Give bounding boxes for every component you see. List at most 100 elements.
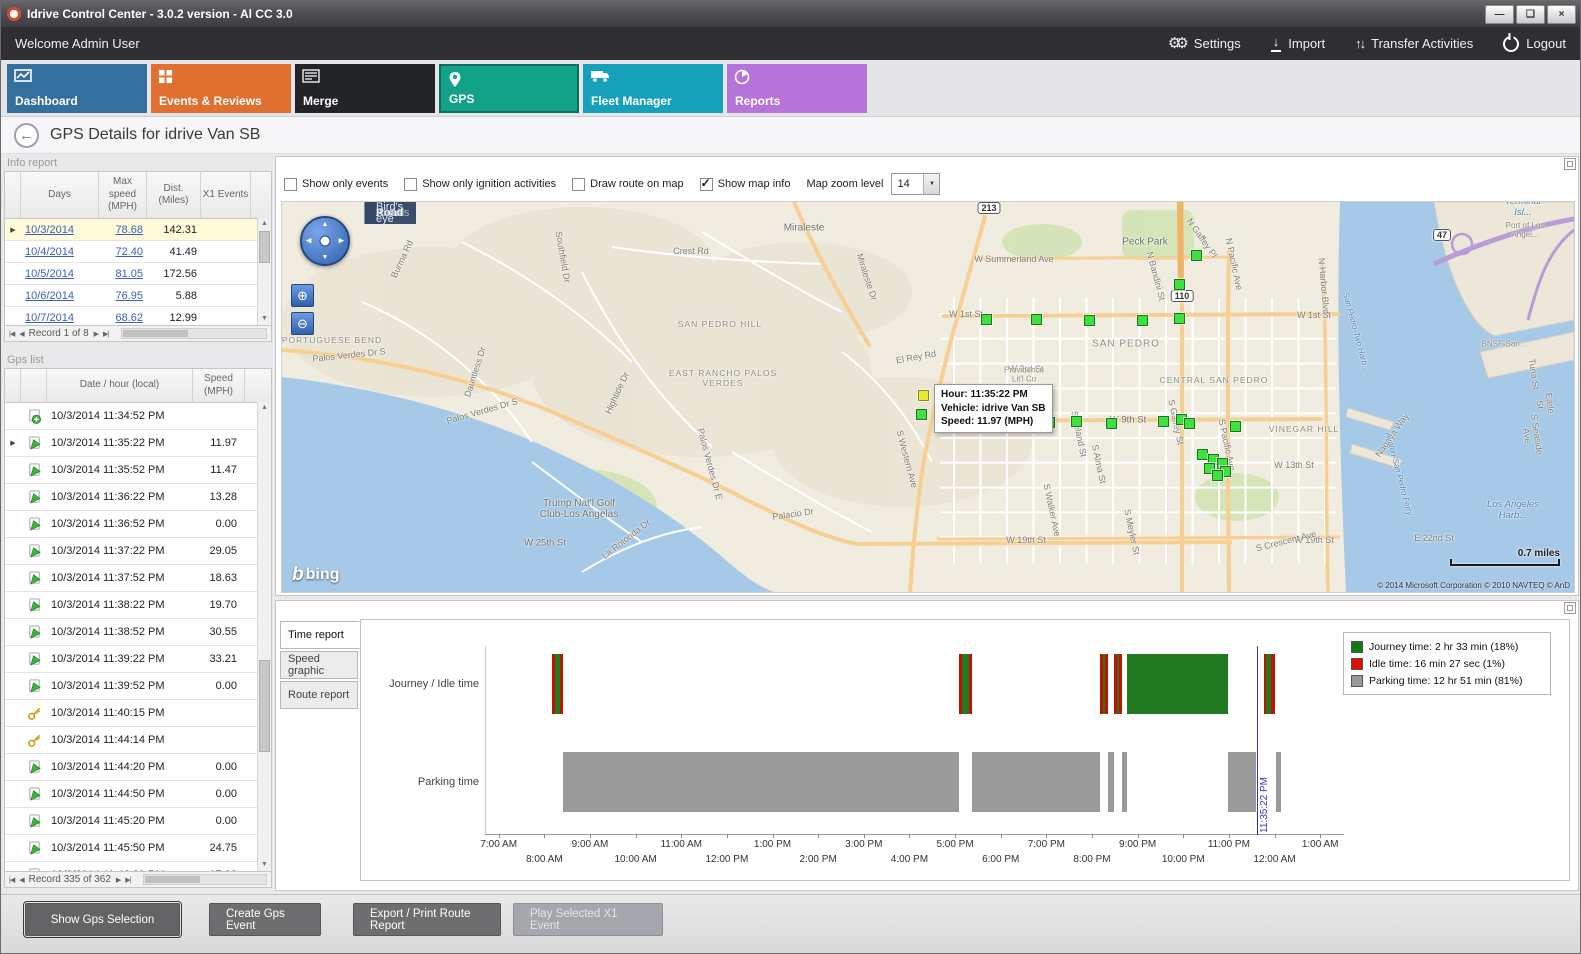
gps-marker[interactable] xyxy=(1031,314,1042,325)
gps-marker[interactable] xyxy=(1204,463,1215,474)
map-view-road[interactable]: Road xyxy=(364,202,416,224)
col-datetime[interactable]: Date / hour (local) xyxy=(47,369,193,402)
info-report-scrollbar[interactable]: ▲ ▼ xyxy=(257,218,271,325)
gps-marker[interactable] xyxy=(916,409,927,420)
day-link[interactable]: 10/6/2014 xyxy=(25,289,74,302)
max-speed-link[interactable]: 72.40 xyxy=(115,245,143,258)
day-link[interactable]: 10/7/2014 xyxy=(25,311,74,324)
gantt-plot[interactable]: 11:35:22 PM xyxy=(485,646,1344,835)
gps-list-row[interactable]: 10/3/2014 11:40:15 PM xyxy=(5,700,271,727)
map-zoom-out-button[interactable]: ⊖ xyxy=(291,312,314,335)
prev-page-button[interactable]: ◀ xyxy=(19,876,24,884)
info-report-row[interactable]: 10/7/2014 68.62 12.99 xyxy=(5,307,271,325)
show-gps-selection-button[interactable]: Show Gps Selection xyxy=(23,901,182,938)
gps-list-row[interactable]: 10/3/2014 11:39:52 PM 0.00 xyxy=(5,673,271,700)
col-max-speed[interactable]: Max speed (MPH) xyxy=(99,172,147,218)
gps-marker[interactable] xyxy=(1191,250,1202,261)
gps-list-row[interactable]: 10/3/2014 11:39:22 PM 33.21 xyxy=(5,646,271,673)
map-view-labels[interactable]: Labels xyxy=(364,202,421,224)
max-speed-link[interactable]: 78.68 xyxy=(115,223,143,236)
col-days[interactable]: Days xyxy=(21,172,99,218)
gps-marker[interactable] xyxy=(1106,418,1117,429)
tab-time-report[interactable]: Time report xyxy=(280,621,360,649)
gps-marker[interactable] xyxy=(1174,279,1185,290)
info-report-row[interactable]: 10/6/2014 76.95 5.88 xyxy=(5,285,271,307)
back-button[interactable]: ← xyxy=(14,122,39,148)
gps-list-row[interactable]: 10/3/2014 11:36:52 PM 0.00 xyxy=(5,511,271,538)
first-page-button[interactable]: |◀ xyxy=(9,330,15,338)
settings-button[interactable]: ⚙⚙ Settings xyxy=(1167,35,1241,52)
col-dist[interactable]: Dist. (Miles) xyxy=(147,172,201,218)
gps-list-row[interactable]: 10/3/2014 11:34:52 PM xyxy=(5,403,271,430)
play-selected-x1-event-button[interactable]: Play Selected X1 Event xyxy=(513,903,663,936)
transfer-activities-button[interactable]: ↑↓ Transfer Activities xyxy=(1355,36,1474,51)
maximize-button[interactable]: ❑ xyxy=(1516,5,1545,24)
gps-list-row[interactable]: 10/3/2014 11:36:22 PM 13.28 xyxy=(5,484,271,511)
gps-marker[interactable] xyxy=(1084,315,1095,326)
info-report-row[interactable]: 10/4/2014 72.40 41.49 xyxy=(5,241,271,263)
map-view-aerial[interactable]: Aerial xyxy=(376,207,405,219)
gps-list-row[interactable]: 10/3/2014 11:44:14 PM xyxy=(5,727,271,754)
gps-marker[interactable] xyxy=(1071,416,1082,427)
info-report-row[interactable]: 10/5/2014 81.05 172.56 xyxy=(5,263,271,285)
map-option-checkbox[interactable]: Draw route on map xyxy=(572,177,684,191)
next-page-button[interactable]: ▶ xyxy=(93,330,99,338)
gps-marker[interactable] xyxy=(1184,418,1195,429)
map-view-birdseye[interactable]: Bird's eye xyxy=(376,201,404,225)
import-button[interactable]: ↓ Import xyxy=(1270,34,1326,52)
day-link[interactable]: 10/5/2014 xyxy=(25,267,74,280)
collapse-map-panel-button[interactable] xyxy=(1564,158,1576,170)
selected-gps-marker[interactable] xyxy=(918,390,929,401)
map-compass-control[interactable]: ▲ ▼ ◀ ▶ xyxy=(300,216,350,266)
gps-marker[interactable] xyxy=(1197,449,1208,460)
gps-list-row[interactable]: 10/3/2014 11:44:50 PM 0.00 xyxy=(5,781,271,808)
gps-list-scrollbar[interactable]: ▲ ▼ xyxy=(257,402,271,871)
last-page-button[interactable]: ▶| xyxy=(103,330,109,338)
day-link[interactable]: 10/4/2014 xyxy=(25,245,74,258)
create-gps-event-button[interactable]: Create Gps Event xyxy=(209,903,321,936)
gps-marker[interactable] xyxy=(1174,313,1185,324)
map-option-checkbox[interactable]: Show map info xyxy=(699,176,790,191)
gps-list-row[interactable]: 10/3/2014 11:38:22 PM 19.70 xyxy=(5,592,271,619)
close-button[interactable]: × xyxy=(1547,5,1576,24)
gps-list-row[interactable]: 10/3/2014 11:38:52 PM 30.55 xyxy=(5,619,271,646)
gps-list-row[interactable]: 10/3/2014 11:44:20 PM 0.00 xyxy=(5,754,271,781)
tab-speed-graphic[interactable]: Speed graphic xyxy=(280,651,358,679)
tab-reports[interactable]: Reports xyxy=(727,64,867,113)
max-speed-link[interactable]: 68.62 xyxy=(115,311,143,324)
gps-marker[interactable] xyxy=(1137,315,1148,326)
info-h-scrollbar[interactable] xyxy=(121,328,267,339)
map-zoom-in-button[interactable]: ⊕ xyxy=(291,284,314,307)
map-canvas[interactable]: Miraleste Peck Park W Summerland Ave Crest … xyxy=(281,201,1575,593)
next-page-button[interactable]: ▶ xyxy=(115,876,121,884)
first-page-button[interactable]: |◀ xyxy=(9,876,15,884)
tab-events-reviews[interactable]: Events & Reviews xyxy=(151,64,291,113)
gps-marker[interactable] xyxy=(1230,421,1241,432)
tab-dashboard[interactable]: Dashboard xyxy=(7,64,147,113)
map-option-checkbox[interactable]: Show only ignition activities xyxy=(404,177,556,191)
gps-list-row[interactable]: 10/3/2014 11:37:52 PM 18.63 xyxy=(5,565,271,592)
map-option-checkbox[interactable]: Show only events xyxy=(284,177,388,191)
prev-page-button[interactable]: ◀ xyxy=(19,330,24,338)
time-cursor[interactable]: 11:35:22 PM xyxy=(1256,646,1270,835)
gps-list-row[interactable]: 10/3/2014 11:37:22 PM 29.05 xyxy=(5,538,271,565)
tab-fleet-manager[interactable]: Fleet Manager xyxy=(583,64,723,113)
gps-list-row[interactable]: ▶ 10/3/2014 11:35:22 PM 11.97 xyxy=(5,430,271,457)
gps-list-row[interactable]: 10/3/2014 11:35:52 PM 11.47 xyxy=(5,457,271,484)
col-speed[interactable]: Speed (MPH) xyxy=(193,369,245,402)
gps-list-row[interactable]: 10/3/2014 11:45:50 PM 24.75 xyxy=(5,835,271,862)
export-print-route-report-button[interactable]: Export / Print Route Report xyxy=(353,903,501,936)
tab-merge[interactable]: Merge xyxy=(295,64,435,113)
max-speed-link[interactable]: 81.05 xyxy=(115,267,143,280)
tab-gps[interactable]: GPS xyxy=(439,64,579,113)
minimize-button[interactable]: — xyxy=(1485,5,1514,24)
gps-marker[interactable] xyxy=(1212,470,1223,481)
info-report-row[interactable]: ▶ 10/3/2014 78.68 142.31 xyxy=(5,219,271,241)
gps-h-scrollbar[interactable] xyxy=(143,874,267,885)
last-page-button[interactable]: ▶| xyxy=(125,876,131,884)
gps-marker[interactable] xyxy=(1158,416,1169,427)
max-speed-link[interactable]: 76.95 xyxy=(115,289,143,302)
col-x1-events[interactable]: X1 Events xyxy=(201,172,251,218)
collapse-chart-panel-button[interactable] xyxy=(1564,602,1576,614)
map-zoom-select[interactable]: 14 ▼ xyxy=(891,173,941,195)
